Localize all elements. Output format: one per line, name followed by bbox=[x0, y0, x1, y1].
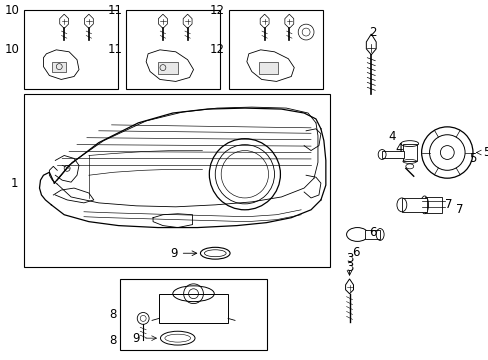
Text: 10: 10 bbox=[5, 43, 20, 56]
Text: 7: 7 bbox=[455, 203, 462, 216]
Text: 9: 9 bbox=[132, 332, 156, 345]
Text: 9: 9 bbox=[170, 247, 196, 260]
Text: 5: 5 bbox=[475, 146, 488, 159]
Text: 1: 1 bbox=[10, 177, 18, 190]
Bar bbox=[258, 62, 278, 73]
Bar bbox=[365, 230, 379, 239]
Text: 6: 6 bbox=[369, 226, 376, 239]
Bar bbox=[381, 150, 403, 158]
Bar bbox=[159, 294, 227, 323]
Bar bbox=[23, 10, 117, 89]
Bar bbox=[401, 198, 426, 212]
Text: 12: 12 bbox=[210, 43, 224, 56]
Bar bbox=[23, 94, 329, 267]
Text: 8: 8 bbox=[109, 308, 116, 321]
Bar bbox=[158, 62, 177, 73]
Bar bbox=[228, 10, 322, 89]
Bar bbox=[424, 197, 442, 213]
Text: 11: 11 bbox=[107, 4, 122, 17]
Text: 3: 3 bbox=[345, 252, 352, 275]
Text: 8: 8 bbox=[109, 334, 116, 347]
Text: 6: 6 bbox=[351, 246, 359, 259]
Text: 3: 3 bbox=[345, 261, 352, 274]
Text: 4: 4 bbox=[394, 142, 402, 155]
Text: 7: 7 bbox=[445, 198, 452, 211]
Text: 4: 4 bbox=[387, 130, 395, 143]
Text: 5: 5 bbox=[468, 152, 476, 165]
Text: 12: 12 bbox=[210, 4, 224, 17]
Bar bbox=[402, 144, 416, 161]
Bar bbox=[120, 279, 266, 350]
Bar bbox=[126, 10, 220, 89]
Text: 2: 2 bbox=[369, 26, 376, 39]
Text: 11: 11 bbox=[107, 43, 122, 56]
Bar bbox=[52, 62, 66, 72]
Text: 10: 10 bbox=[5, 4, 20, 17]
